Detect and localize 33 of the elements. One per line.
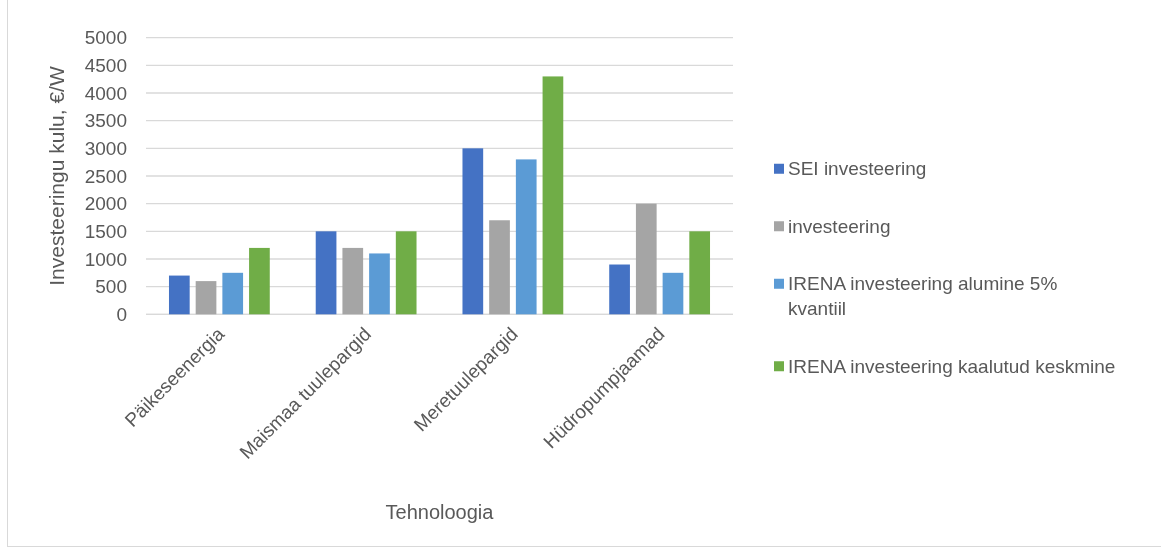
y-tick-label: 2000 (84, 193, 127, 215)
legend-label: investeering (788, 215, 891, 237)
bar (609, 264, 630, 315)
bar (249, 247, 270, 315)
bar (222, 272, 244, 315)
y-tick-label: 500 (95, 276, 127, 298)
bar (369, 253, 390, 315)
y-tick-label: 0 (116, 303, 127, 325)
y-axis-title: Investeeringu kulu, €/W (45, 66, 68, 286)
bar (315, 231, 337, 315)
bar (395, 231, 417, 315)
bar (168, 275, 190, 315)
y-tick-label: 2500 (84, 165, 127, 187)
bar (195, 281, 217, 315)
legend-label: SEI investeering (788, 158, 927, 180)
bar (662, 272, 684, 315)
bar (515, 159, 537, 315)
bar (689, 231, 711, 315)
y-tick-label: 3000 (84, 137, 127, 159)
y-tick-label: 1500 (84, 220, 127, 242)
y-tick-label: 3500 (84, 110, 127, 132)
y-tick-label: 1000 (84, 248, 127, 270)
bar (635, 203, 657, 315)
bar (542, 76, 564, 315)
bar (489, 220, 510, 315)
bar (342, 247, 364, 315)
legend-label: IRENA investeering alumine 5% kvantiil (788, 273, 1058, 320)
y-tick-label: 4500 (84, 54, 127, 76)
y-tick-label: 4000 (84, 82, 127, 104)
bar (462, 148, 484, 315)
legend-label: IRENA investeering kaalutud keskmine (788, 355, 1116, 377)
y-tick-label: 5000 (84, 27, 127, 49)
x-axis-title: Tehnoloogia (385, 501, 495, 523)
